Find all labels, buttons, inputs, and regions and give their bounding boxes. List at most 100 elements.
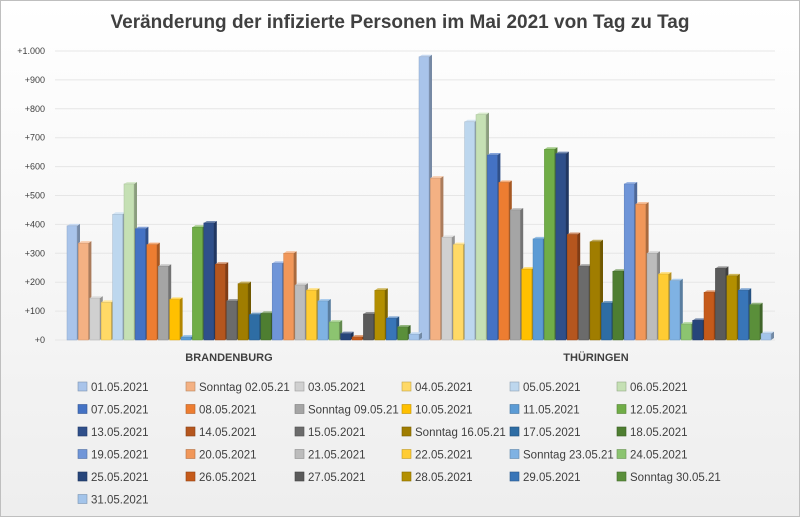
bar	[214, 262, 229, 341]
legend-label: 21.05.2021	[308, 450, 366, 462]
legend-swatch	[77, 471, 88, 482]
legend-label: 28.05.2021	[415, 472, 473, 484]
y-tick-label: +900	[25, 75, 45, 85]
legend-label: Sonntag 16.05.21	[415, 427, 506, 439]
legend-label: 03.05.2021	[308, 382, 366, 394]
legend-entry: 08.05.2021	[185, 404, 257, 417]
legend-label: 12.05.2021	[630, 405, 688, 417]
chart-title: Veränderung der infizierte Personen im M…	[111, 12, 690, 33]
legend-label: 24.05.2021	[630, 450, 688, 462]
legend-swatch	[401, 381, 412, 392]
legend-swatch	[294, 404, 305, 414]
y-tick-label: +600	[25, 162, 45, 172]
legend-entry: Sonntag 30.05.21	[616, 471, 721, 484]
bar	[749, 302, 763, 341]
legend-label: Sonntag 30.05.21	[630, 472, 721, 484]
legend-label: 17.05.2021	[523, 427, 581, 439]
bar	[351, 335, 365, 341]
legend-entry: 07.05.2021	[77, 404, 149, 417]
legend-entry: Sonntag 16.05.21	[401, 426, 506, 439]
legend-swatch	[77, 381, 88, 392]
legend-entry: 31.05.2021	[77, 494, 149, 507]
bar	[635, 202, 649, 341]
bar	[203, 220, 217, 341]
legend-entry: 22.05.2021	[401, 449, 473, 462]
legend-entry: 12.05.2021	[616, 404, 688, 417]
legend-swatch	[77, 426, 88, 437]
legend-swatch	[185, 381, 196, 392]
legend-entry: 05.05.2021	[509, 381, 581, 394]
bar	[623, 181, 638, 341]
legend-entry: 01.05.2021	[77, 381, 149, 394]
y-tick-label: +0	[35, 335, 45, 345]
legend-entry: 14.05.2021	[185, 426, 257, 439]
bar	[89, 296, 103, 341]
bars	[66, 54, 774, 341]
bar	[452, 242, 467, 341]
bar	[612, 269, 626, 341]
y-tick-label: +100	[25, 306, 45, 316]
legend-label: 27.05.2021	[308, 472, 366, 484]
bar	[260, 311, 274, 341]
bar	[703, 290, 717, 341]
legend-label: 14.05.2021	[199, 427, 257, 439]
legend-entry: 13.05.2021	[77, 426, 149, 439]
bar	[180, 335, 194, 341]
legend-entry: 25.05.2021	[77, 471, 149, 484]
bar	[532, 236, 546, 341]
legend-label: 19.05.2021	[91, 450, 149, 462]
legend-entry: 28.05.2021	[401, 471, 473, 484]
legend-swatch	[401, 426, 412, 437]
legend-entry: 27.05.2021	[294, 471, 366, 484]
y-tick-label: +400	[25, 219, 45, 229]
bar	[509, 207, 524, 341]
bar	[328, 320, 343, 341]
legend-swatch	[509, 381, 520, 392]
bar	[715, 266, 729, 341]
legend-entry: 04.05.2021	[401, 381, 473, 394]
y-tick-label: +300	[25, 248, 45, 258]
legend-label: 31.05.2021	[91, 495, 149, 507]
legend-entry: 15.05.2021	[294, 426, 366, 439]
x-axis: BRANDENBURG THÜRINGEN	[185, 351, 628, 364]
bar	[294, 283, 308, 341]
bar	[589, 239, 603, 341]
bar	[100, 300, 115, 341]
bar	[363, 311, 377, 341]
legend-swatch	[77, 449, 88, 459]
legend-swatch	[616, 471, 627, 482]
legend-label: 07.05.2021	[91, 405, 149, 417]
legend-entry: 29.05.2021	[509, 471, 581, 484]
bar	[555, 151, 569, 341]
bar	[680, 322, 695, 341]
legend-label: 10.05.2021	[415, 405, 473, 417]
legend-entry: 10.05.2021	[401, 404, 473, 417]
bar	[601, 301, 615, 341]
legend-label: Sonntag 09.05.21	[308, 405, 399, 417]
bar	[226, 298, 240, 341]
legend-label: 29.05.2021	[523, 472, 581, 484]
legend-label: 20.05.2021	[199, 450, 257, 462]
legend-swatch	[509, 449, 520, 459]
legend-entry: 18.05.2021	[616, 426, 688, 439]
legend-swatch	[185, 471, 196, 482]
bar	[271, 261, 286, 341]
legend-swatch	[616, 449, 627, 459]
y-tick-label: +200	[25, 277, 45, 287]
bar	[78, 241, 92, 341]
legend-entry: 03.05.2021	[294, 381, 366, 394]
y-tick-label: +700	[25, 133, 45, 143]
bar	[340, 331, 354, 341]
bar	[306, 288, 320, 341]
legend-entry: 21.05.2021	[294, 449, 366, 462]
legend-label: 26.05.2021	[199, 472, 257, 484]
legend: 01.05.2021 Sonntag 02.05.21 03.05.2021 04.0…	[77, 381, 721, 507]
legend-label: 04.05.2021	[415, 382, 473, 394]
legend-label: 15.05.2021	[308, 427, 366, 439]
legend-entry: 24.05.2021	[616, 449, 688, 462]
legend-label: 13.05.2021	[91, 427, 149, 439]
bar	[123, 181, 137, 341]
bar	[66, 223, 80, 341]
legend-entry: 17.05.2021	[509, 426, 581, 439]
legend-swatch	[294, 449, 305, 459]
